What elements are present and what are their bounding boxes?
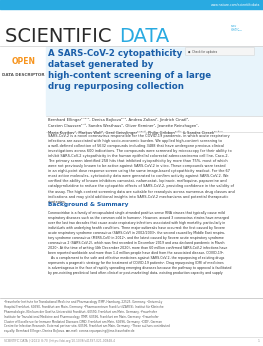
Text: SARS-CoV-2 is a novel coronavirus responsible for the COVID-19 pandemic, in whic: SARS-CoV-2 is a novel coronavirus respon…: [48, 134, 235, 204]
Text: Background & Summary: Background & Summary: [48, 202, 129, 207]
Text: ¹Fraunhofer Institute for Translational Medicine and Pharmacology ITMP, Hamburg,: ¹Fraunhofer Institute for Translational …: [4, 300, 170, 334]
Text: A SARS-CoV-2 cytopathicity
dataset generated by
high-content screening of a larg: A SARS-CoV-2 cytopathicity dataset gener…: [48, 49, 211, 91]
Text: DATA: DATA: [119, 27, 169, 46]
Text: OPEN: OPEN: [12, 57, 36, 66]
Bar: [0, 0, 263, 9]
FancyBboxPatch shape: [185, 47, 255, 55]
Text: SCIENTIFIC DATA | (2021) 8:70 | https://doi.org/10.1038/s41597-021-00848-4: SCIENTIFIC DATA | (2021) 8:70 | https://…: [4, 339, 115, 343]
Text: SCIENTIFIC: SCIENTIFIC: [5, 27, 118, 46]
Text: 1: 1: [257, 339, 259, 343]
Text: DATA DESCRIPTOR: DATA DESCRIPTOR: [2, 73, 44, 77]
Bar: [46, 47, 263, 115]
Text: www.nature.com/scientificdata: www.nature.com/scientificdata: [211, 2, 260, 7]
Text: Bernhard Ellinger¹⁻²⁻¹, Denisa Bojkova²⁻¹, Andrea Zaliani¹, Jindrich Cinatl²,
Ca: Bernhard Ellinger¹⁻²⁻¹, Denisa Bojkova²⁻…: [48, 118, 222, 135]
Text: ●  Check for updates: ● Check for updates: [188, 49, 217, 54]
Text: Coronaviridae is a family of encapsulated single-stranded positive-sense RNA vir: Coronaviridae is a family of encapsulate…: [48, 211, 231, 274]
Text: 100%
OPEN
ACCESS
FREELY
AVAILABLE: 100% OPEN ACCESS FREELY AVAILABLE: [231, 25, 243, 31]
